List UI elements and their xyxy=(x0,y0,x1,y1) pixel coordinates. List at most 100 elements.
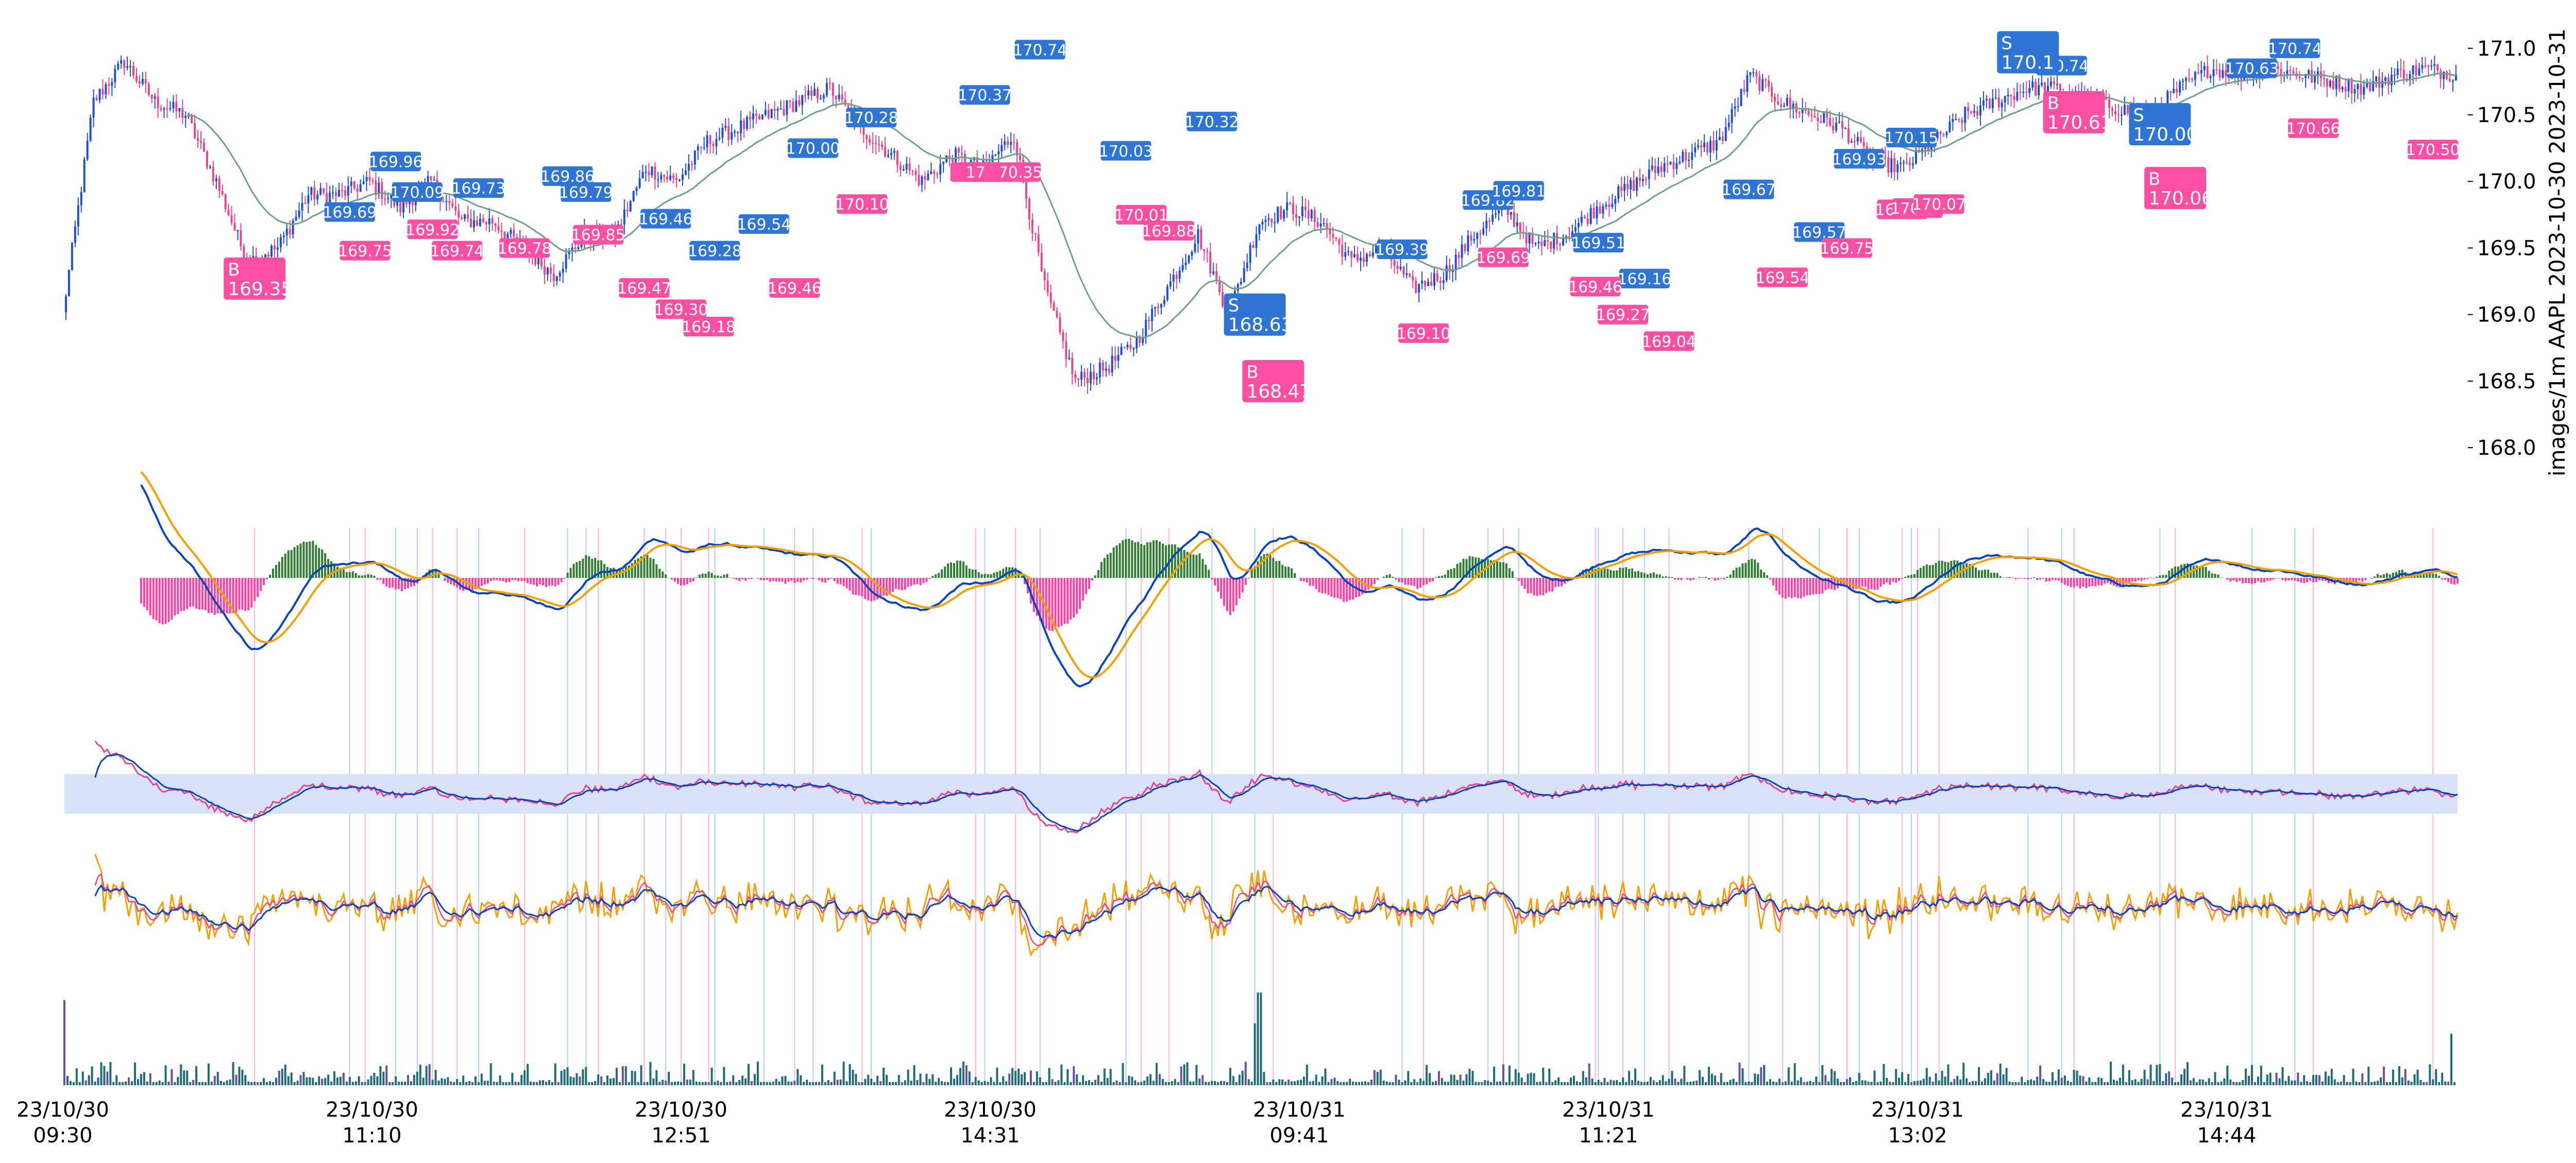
candle xyxy=(2304,74,2307,78)
candle xyxy=(1332,234,1334,238)
x-tick-time: 09:30 xyxy=(33,1124,92,1148)
volume-bar xyxy=(683,1064,685,1085)
macd-histogram-bar xyxy=(2054,578,2057,580)
candle xyxy=(890,152,892,155)
macd-histogram-bar xyxy=(1502,562,1504,578)
macd-histogram-bar xyxy=(146,578,148,611)
candle xyxy=(2446,72,2448,79)
macd-histogram-bar xyxy=(2257,578,2259,582)
volume-bar xyxy=(677,1081,680,1085)
volume-bar xyxy=(855,1073,857,1085)
macd-histogram-bar xyxy=(1097,570,1099,578)
macd-histogram-bar xyxy=(1655,574,1658,578)
volume-bar xyxy=(1901,1072,1904,1085)
candle xyxy=(2409,74,2411,80)
volume-bar xyxy=(707,1082,710,1085)
candle xyxy=(737,131,739,134)
volume-bar xyxy=(1634,1068,1637,1085)
volume-bar xyxy=(1260,993,1262,1085)
volume-bar xyxy=(941,1081,943,1085)
macd-histogram-bar xyxy=(2107,578,2109,583)
macd-histogram-bar xyxy=(2253,578,2256,584)
candle xyxy=(1727,123,1730,127)
candle xyxy=(67,269,70,297)
candle xyxy=(1270,218,1273,223)
volume-bar xyxy=(793,1081,796,1085)
macd-histogram-bar xyxy=(496,578,498,580)
candle xyxy=(184,115,187,118)
candle xyxy=(427,176,429,182)
volume-bar xyxy=(569,1076,572,1085)
macd-histogram-bar xyxy=(1910,575,1912,578)
candle xyxy=(1498,210,1500,214)
volume-bar xyxy=(2352,1068,2354,1085)
macd-histogram-bar xyxy=(2186,563,2189,578)
macd-histogram-bar xyxy=(2079,578,2081,589)
macd-histogram-bar xyxy=(1404,578,1406,585)
price-tag-box xyxy=(689,241,740,261)
volume-bar xyxy=(1103,1068,1106,1085)
volume-bar xyxy=(1769,1079,1772,1085)
candle xyxy=(1178,270,1181,279)
price-tag-label: 170.74 xyxy=(2268,40,2322,58)
macd-histogram-bar xyxy=(723,574,725,578)
volume-bar xyxy=(2364,1082,2367,1085)
candle xyxy=(1602,206,1604,214)
candle xyxy=(1556,233,1558,244)
macd-histogram-bar xyxy=(1125,539,1127,578)
candle xyxy=(773,109,776,111)
volume-bar xyxy=(1002,1076,1005,1085)
macd-histogram-bar xyxy=(1143,545,1146,578)
macd-histogram-bar xyxy=(1870,578,1873,590)
volume-bar xyxy=(2137,1082,2140,1085)
macd-histogram-bar xyxy=(296,545,299,578)
candle xyxy=(2044,82,2046,95)
volume-bar xyxy=(1517,1072,1520,1085)
candle xyxy=(1222,292,1224,306)
price-tag-box xyxy=(1570,277,1621,297)
price-tag-box xyxy=(959,85,1010,105)
macd-histogram-bar xyxy=(244,578,247,611)
macd-histogram-bar xyxy=(1198,553,1201,578)
candle xyxy=(482,218,484,223)
macd-histogram-bar xyxy=(2011,577,2014,578)
macd-histogram-bar xyxy=(250,578,253,608)
candle xyxy=(952,159,954,162)
price-tag-30: 169.78 xyxy=(498,238,552,258)
volume-bar xyxy=(122,1082,124,1085)
macd-histogram-bar xyxy=(2076,578,2078,587)
x-tick-date: 23/10/31 xyxy=(1562,1098,1655,1122)
macd-signal-line xyxy=(140,471,2458,679)
macd-histogram-bar xyxy=(827,578,829,580)
macd-histogram-bar xyxy=(1898,578,1901,581)
volume-bar xyxy=(419,1065,421,1085)
candle xyxy=(1492,215,1494,222)
price-tag-box xyxy=(1723,179,1774,199)
macd-histogram-bar xyxy=(1066,578,1069,624)
candle xyxy=(672,175,675,178)
candle xyxy=(2166,91,2169,109)
macd-histogram-bar xyxy=(2217,574,2219,578)
macd-histogram-bar xyxy=(1996,573,1998,578)
volume-bar xyxy=(272,1082,274,1085)
candle xyxy=(724,126,727,128)
candle xyxy=(1424,280,1427,286)
volume-bar xyxy=(993,1082,995,1085)
macd-histogram-bar xyxy=(717,575,719,578)
volume-bar xyxy=(1361,1082,1364,1085)
price-tag-box xyxy=(453,178,504,198)
volume-bar xyxy=(1710,1073,1713,1085)
macd-histogram-bar xyxy=(665,574,667,578)
volume-bar xyxy=(1164,1082,1167,1085)
volume-bar xyxy=(502,1082,504,1085)
macd-histogram-bar xyxy=(977,572,980,578)
volume-bar xyxy=(530,1081,532,1085)
volume-bar xyxy=(1962,1063,1965,1085)
candle xyxy=(878,144,880,145)
volume-bar xyxy=(938,1078,940,1085)
volume-bar xyxy=(2011,1082,2014,1085)
macd-histogram-bar xyxy=(953,563,955,578)
candle xyxy=(825,83,828,96)
volume-bar xyxy=(2119,1078,2121,1085)
volume-bar xyxy=(2291,1080,2293,1085)
